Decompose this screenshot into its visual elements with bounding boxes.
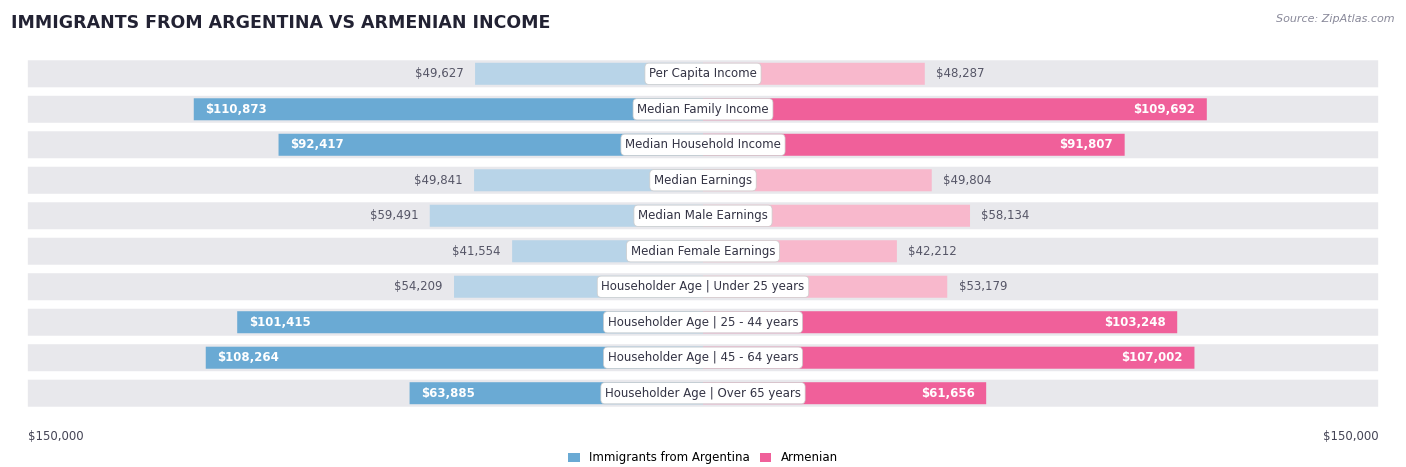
FancyBboxPatch shape — [703, 347, 1195, 369]
FancyBboxPatch shape — [28, 238, 1378, 265]
Text: $108,264: $108,264 — [218, 351, 280, 364]
FancyBboxPatch shape — [430, 205, 703, 227]
Text: $49,627: $49,627 — [415, 67, 464, 80]
Text: Householder Age | 25 - 44 years: Householder Age | 25 - 44 years — [607, 316, 799, 329]
Text: $42,212: $42,212 — [908, 245, 957, 258]
Text: Median Earnings: Median Earnings — [654, 174, 752, 187]
Text: $53,179: $53,179 — [959, 280, 1007, 293]
FancyBboxPatch shape — [28, 380, 1378, 407]
FancyBboxPatch shape — [474, 169, 703, 191]
Text: $48,287: $48,287 — [936, 67, 984, 80]
Text: $59,491: $59,491 — [370, 209, 418, 222]
Text: Median Female Earnings: Median Female Earnings — [631, 245, 775, 258]
Text: $109,692: $109,692 — [1133, 103, 1195, 116]
Text: Householder Age | Under 25 years: Householder Age | Under 25 years — [602, 280, 804, 293]
Text: $103,248: $103,248 — [1104, 316, 1166, 329]
FancyBboxPatch shape — [28, 202, 1378, 229]
FancyBboxPatch shape — [703, 240, 897, 262]
Text: $63,885: $63,885 — [420, 387, 475, 400]
FancyBboxPatch shape — [278, 134, 703, 156]
Text: $61,656: $61,656 — [921, 387, 974, 400]
Text: $107,002: $107,002 — [1122, 351, 1182, 364]
FancyBboxPatch shape — [475, 63, 703, 85]
FancyBboxPatch shape — [409, 382, 703, 404]
FancyBboxPatch shape — [238, 311, 703, 333]
FancyBboxPatch shape — [28, 273, 1378, 300]
FancyBboxPatch shape — [703, 205, 970, 227]
FancyBboxPatch shape — [194, 98, 703, 120]
FancyBboxPatch shape — [703, 98, 1206, 120]
Text: $150,000: $150,000 — [28, 431, 83, 444]
FancyBboxPatch shape — [28, 60, 1378, 87]
FancyBboxPatch shape — [205, 347, 703, 369]
FancyBboxPatch shape — [28, 309, 1378, 336]
FancyBboxPatch shape — [454, 276, 703, 298]
Text: Householder Age | 45 - 64 years: Householder Age | 45 - 64 years — [607, 351, 799, 364]
Text: $110,873: $110,873 — [205, 103, 267, 116]
FancyBboxPatch shape — [703, 276, 948, 298]
Text: $92,417: $92,417 — [290, 138, 343, 151]
FancyBboxPatch shape — [703, 382, 986, 404]
FancyBboxPatch shape — [703, 134, 1125, 156]
Text: $41,554: $41,554 — [453, 245, 501, 258]
Text: $150,000: $150,000 — [1323, 431, 1378, 444]
Text: Source: ZipAtlas.com: Source: ZipAtlas.com — [1277, 14, 1395, 24]
Text: $49,841: $49,841 — [413, 174, 463, 187]
FancyBboxPatch shape — [28, 96, 1378, 123]
Text: $49,804: $49,804 — [943, 174, 991, 187]
Text: Householder Age | Over 65 years: Householder Age | Over 65 years — [605, 387, 801, 400]
FancyBboxPatch shape — [28, 131, 1378, 158]
Text: Median Male Earnings: Median Male Earnings — [638, 209, 768, 222]
Text: $101,415: $101,415 — [249, 316, 311, 329]
Text: $54,209: $54,209 — [394, 280, 443, 293]
FancyBboxPatch shape — [28, 344, 1378, 371]
Text: Median Household Income: Median Household Income — [626, 138, 780, 151]
FancyBboxPatch shape — [703, 169, 932, 191]
Text: Median Family Income: Median Family Income — [637, 103, 769, 116]
Text: $91,807: $91,807 — [1060, 138, 1114, 151]
FancyBboxPatch shape — [703, 311, 1177, 333]
FancyBboxPatch shape — [703, 63, 925, 85]
Text: IMMIGRANTS FROM ARGENTINA VS ARMENIAN INCOME: IMMIGRANTS FROM ARGENTINA VS ARMENIAN IN… — [11, 14, 551, 32]
FancyBboxPatch shape — [512, 240, 703, 262]
Text: Per Capita Income: Per Capita Income — [650, 67, 756, 80]
FancyBboxPatch shape — [28, 167, 1378, 194]
Text: $58,134: $58,134 — [981, 209, 1029, 222]
Legend: Immigrants from Argentina, Armenian: Immigrants from Argentina, Armenian — [564, 446, 842, 467]
